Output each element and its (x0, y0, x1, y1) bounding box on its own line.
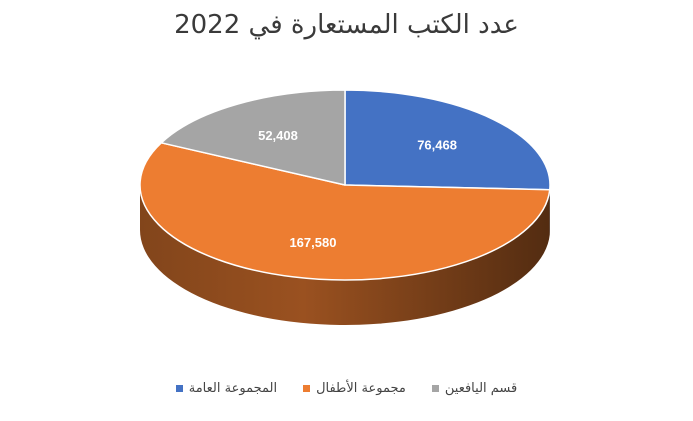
pie-slice-side-1 (140, 185, 550, 326)
legend-swatch-1 (303, 385, 311, 392)
pie-slice-2 (160, 89, 346, 186)
legend-label-1: مجموعة الأطفال (316, 381, 406, 396)
data-label-1: 167,580 (289, 235, 336, 250)
legend-swatch-0 (175, 385, 183, 392)
legend-item-0: المجموعة العامة (175, 381, 278, 396)
data-label-0: 76,468 (417, 137, 457, 152)
pie-slice-0 (344, 89, 551, 191)
legend-label-0: المجموعة العامة (188, 381, 278, 396)
legend-swatch-2 (431, 385, 439, 392)
legend-label-2: قسم اليافعين (444, 381, 518, 396)
legend-item-1: مجموعة الأطفال (303, 381, 406, 396)
legend-item-2: قسم اليافعين (431, 381, 518, 396)
pie-slice-1 (139, 142, 551, 281)
legend: المجموعة العامة مجموعة الأطفال قسم الياف… (0, 381, 693, 396)
chart-title: عدد الكتب المستعارة في 2022 (174, 10, 519, 40)
data-label-2: 52,408 (258, 128, 298, 143)
